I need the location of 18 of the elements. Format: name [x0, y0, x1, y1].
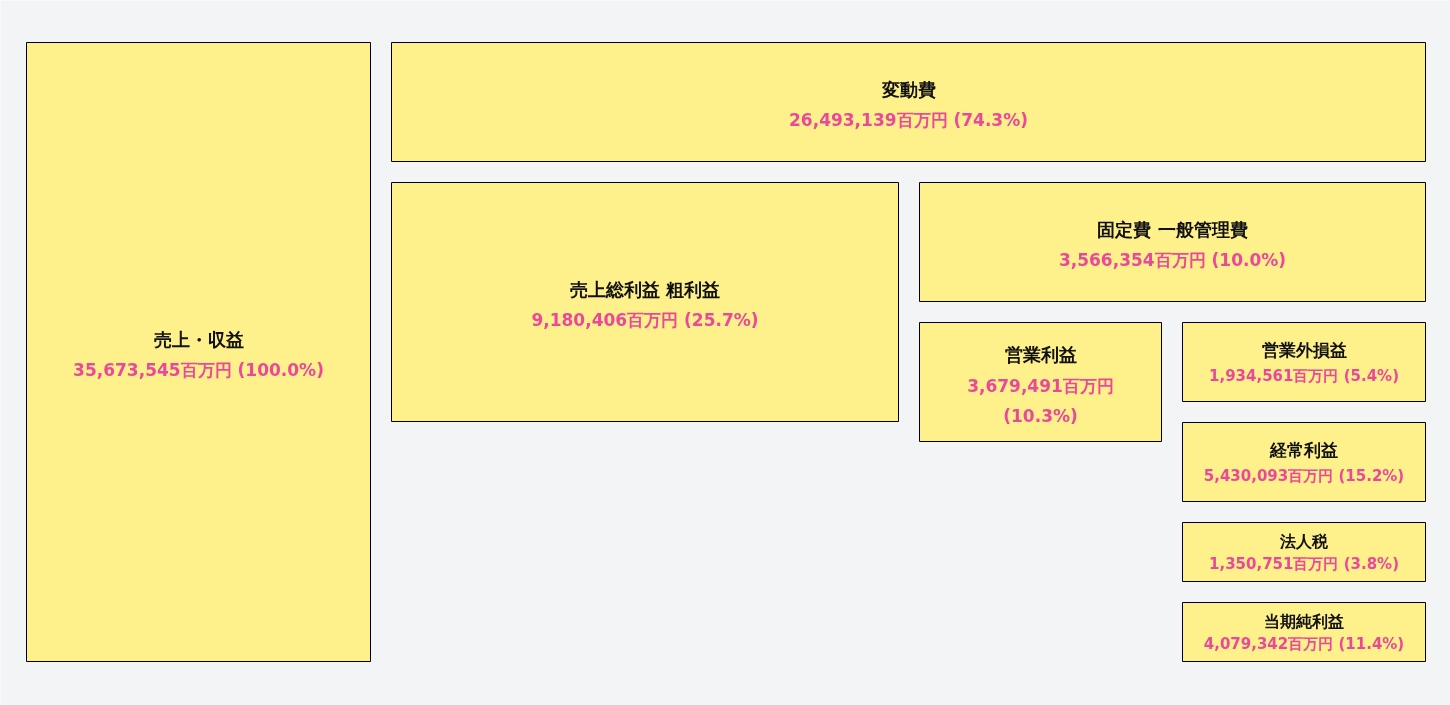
category-label: 売上総利益 粗利益 — [569, 278, 721, 300]
category-label: 固定費 一般管理費 — [1097, 218, 1248, 240]
data-label: 1,350,751百万円 (3.8%) — [1209, 555, 1399, 573]
category-label: 経常利益 — [1269, 440, 1338, 460]
data-label: 26,493,139百万円 (74.3%) — [789, 110, 1028, 130]
data-label: 9,180,406百万円 (25.7%) — [531, 310, 759, 330]
category-label: 営業利益 — [1004, 343, 1077, 365]
data-label: 3,679,491百万円 (10.3%) — [967, 376, 1114, 426]
data-label: 35,673,545百万円 (100.0%) — [73, 360, 324, 380]
data-label: 5,430,093百万円 (15.2%) — [1203, 467, 1405, 485]
data-label: 3,566,354百万円 (10.0%) — [1058, 250, 1287, 270]
category-label: 営業外損益 — [1261, 340, 1347, 360]
data-label: 4,079,342百万円 (11.4%) — [1203, 635, 1405, 653]
category-label: 法人税 — [1279, 531, 1329, 551]
category-label: 当期純利益 — [1264, 611, 1344, 631]
category-label: 売上・収益 — [153, 328, 244, 350]
category-label: 変動費 — [880, 78, 936, 100]
data-label: 1,934,561百万円 (5.4%) — [1209, 367, 1399, 385]
